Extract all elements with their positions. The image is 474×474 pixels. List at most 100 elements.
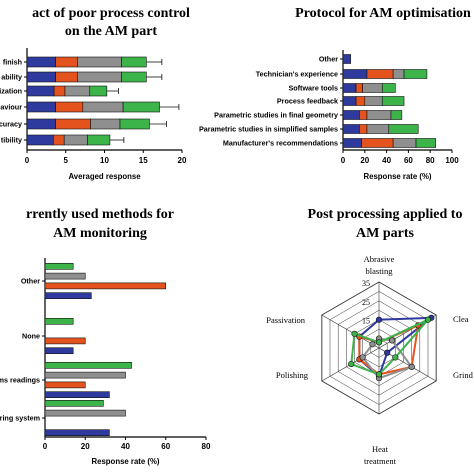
category-label: Technician's experience [256,70,338,79]
chart-title: act of poor process control [32,6,190,21]
category-label: Other [21,277,40,286]
x-axis-label: Averaged response [68,172,141,181]
radar-point-green [351,330,358,337]
x-tick-label: 0 [341,156,346,165]
radar-tick-label: 15 [362,317,370,326]
bar-orange [44,337,86,345]
bar-segment-gray [63,134,88,146]
bar-segment-gray [90,118,121,130]
bar-green [44,317,74,325]
bar-segment-green [121,56,147,68]
category-label: ability [1,73,22,82]
bar-segment-gray [64,85,91,97]
radar-axis-label: Heat [372,444,389,454]
x-tick-label: 40 [382,156,391,165]
bar-segment-green [381,83,396,93]
radar-point-gray [408,363,415,370]
chart-title: rrently used methods for [26,207,174,222]
x-axis-label: Response rate (%) [363,172,431,181]
bar-segment-orange [359,124,368,134]
bar-segment-gray [392,138,417,148]
bar-segment-green [89,85,108,97]
bar-blue [44,292,92,300]
chart-title: AM parts [356,226,414,241]
radar-point-green [375,371,383,378]
category-label: tibility [1,136,22,145]
category-label: aviour [0,103,22,112]
bar-segment-orange [53,85,66,97]
radar-axis-label: Grind [453,370,474,380]
category-label: Software tools [288,84,338,93]
radar-axis-label: Abrasive [364,254,395,264]
bar-segment-orange [355,83,363,93]
bar-segment-gray [77,56,122,68]
bar-segment-gray [364,96,383,106]
category-label: finish [3,58,22,67]
p3-chart: rrently used methods for AM monitoring 0 20… [0,207,211,466]
bar-gray [44,409,126,417]
bar-segment-green [381,96,405,106]
category-label: Parametric studies in simplified samples [199,125,338,134]
chart-title: Post processing applied to [308,207,463,222]
bar-segment-green [121,71,147,83]
x-tick-label: 20 [360,156,369,165]
x-tick-label: 20 [81,442,90,451]
radar-point-blue [384,349,391,356]
bar-segment-gray [366,110,392,120]
radar-spoke [321,314,380,349]
x-tick-label: 10 [100,156,109,165]
bar-segment-blue [342,138,362,148]
radar-axis-label: Clea [453,314,469,324]
x-tick-label: 5 [64,156,69,165]
bar-segment-green [87,134,111,146]
radar-point-green [348,360,355,368]
bar-segment-orange [355,96,366,106]
bar-segment-orange [359,110,368,120]
category-label: Process feedback [277,97,338,106]
bar-segment-blue [342,54,351,64]
x-tick-label: 40 [121,442,130,451]
category-label: Manufacturer's recommendations [223,139,338,148]
chart-title: on the AM part [65,24,158,39]
x-tick-label: 20 [178,156,187,165]
category-label: ems readings [0,376,40,385]
p1-chart: act of poor process control on the AM par… [0,6,190,181]
x-tick-label: 60 [404,156,413,165]
bar-segment-orange [53,134,65,146]
x-tick-label: 80 [202,442,211,451]
radar-tick-label: 25 [362,298,370,307]
bar-segment-blue [342,96,357,106]
x-tick-label: 0 [43,442,48,451]
category-label: Other [319,55,338,64]
radar-axis-label: Passivation [266,315,305,325]
bar-segment-orange [55,71,78,83]
radar-axis-label: Polishing [276,370,309,380]
radar-point-blue [375,316,383,323]
category-label: None [22,332,40,341]
p2-chart: Protocol for AM optimisation 0 20 40 60 80 100… [199,6,471,181]
bar-segment-green [119,118,150,130]
radar-point-green [375,339,383,346]
bar-segment-blue [26,101,56,113]
category-label: ization [0,87,22,96]
x-tick-label: 0 [25,156,30,165]
bar-blue [44,347,74,355]
bar-green [44,262,74,270]
bar-segment-green [403,69,428,79]
p4-chart: Post processing applied to AM parts 15 25 35… [266,207,473,466]
radar-point-green [392,354,399,361]
radar-tick-label: 35 [362,279,370,288]
bar-segment-orange [366,69,394,79]
category-label: curacy [0,120,22,129]
x-tick-label: 100 [445,156,459,165]
bar-segment-orange [55,101,84,113]
bar-segment-orange [55,118,91,130]
radar-axis-label: treatment [364,456,397,466]
radar-axis-label: blasting [366,266,394,276]
bar-segment-blue [26,134,54,146]
radar-point-gray [388,337,396,344]
bar-segment-blue [26,56,56,68]
bar-segment-orange [55,56,78,68]
bar-orange [44,381,86,389]
